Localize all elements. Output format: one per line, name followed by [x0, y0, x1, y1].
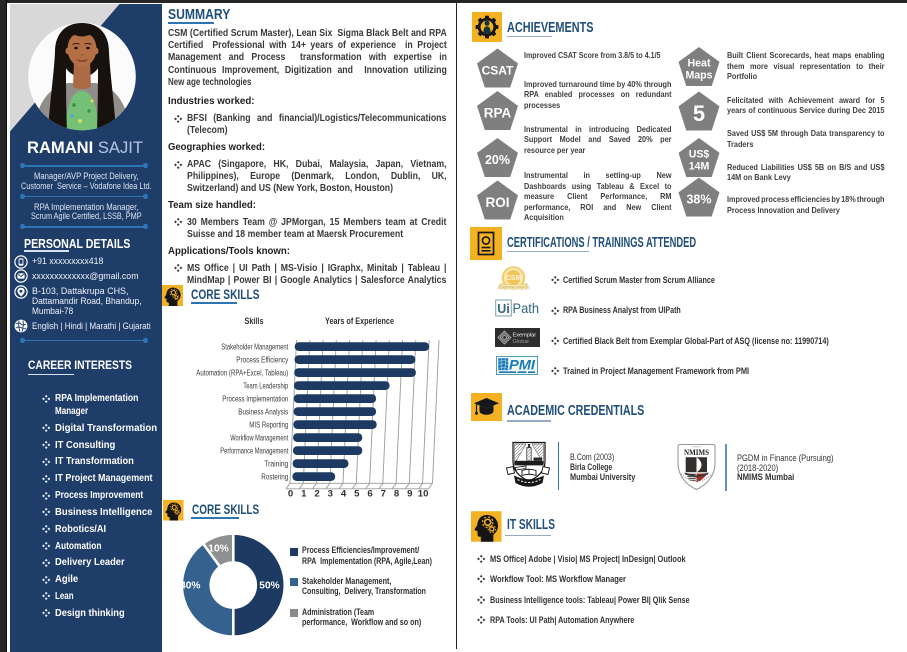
svg-text:MIS Reporting: MIS Reporting: [249, 420, 288, 430]
svg-text:7: 7: [381, 488, 386, 499]
svg-text:Stakeholder Management: Stakeholder Management: [221, 342, 288, 352]
svg-text:10: 10: [418, 488, 429, 499]
svg-text:Exemplar: Exemplar: [513, 333, 537, 339]
svg-text:Path: Path: [513, 301, 540, 316]
svg-text:Automation (RPA+Excel, Tableau: Automation (RPA+Excel, Tableau): [196, 368, 288, 378]
svg-text:38%: 38%: [686, 193, 711, 207]
svg-text:2: 2: [314, 488, 319, 499]
svg-text:9: 9: [407, 488, 412, 499]
svg-text:Team Leadership: Team Leadership: [243, 381, 288, 391]
svg-text:Workflow Management: Workflow Management: [230, 433, 288, 443]
svg-text:CSAT: CSAT: [482, 63, 514, 77]
svg-text:Process Implementation: Process Implementation: [222, 394, 288, 404]
svg-text:Business Analysis: Business Analysis: [238, 407, 288, 417]
svg-text:14M: 14M: [689, 160, 710, 172]
svg-text:5: 5: [354, 488, 360, 499]
svg-text:20%: 20%: [485, 153, 510, 167]
svg-text:RPA: RPA: [484, 105, 512, 120]
svg-text:Heat: Heat: [688, 57, 711, 69]
svg-text:CSM: CSM: [506, 275, 522, 282]
svg-text:3: 3: [328, 488, 333, 499]
svg-text:SVKM'S: SVKM'S: [692, 446, 701, 449]
svg-text:1: 1: [301, 488, 307, 499]
svg-text:50%: 50%: [259, 581, 279, 592]
svg-text:CERTIFIED SCRUM: CERTIFIED SCRUM: [502, 285, 526, 289]
svg-text:NMIMS: NMIMS: [684, 448, 709, 457]
svg-text:10%: 10%: [208, 543, 228, 554]
svg-text:8: 8: [394, 488, 400, 499]
svg-text:6: 6: [367, 488, 372, 499]
svg-text:Global: Global: [513, 339, 529, 345]
svg-text:Years of Experience: Years of Experience: [325, 316, 394, 326]
svg-text:Rostering: Rostering: [261, 472, 288, 482]
svg-text:5: 5: [693, 101, 705, 126]
svg-text:Training: Training: [264, 459, 288, 469]
svg-text:0: 0: [288, 488, 293, 499]
svg-text:US$: US$: [689, 148, 710, 160]
svg-text:40%: 40%: [180, 581, 200, 592]
svg-text:PMI: PMI: [509, 356, 536, 372]
svg-text:Performance Management: Performance Management: [220, 446, 288, 456]
svg-text:4: 4: [341, 488, 347, 499]
svg-text:Skills: Skills: [245, 316, 264, 326]
svg-text:ROI: ROI: [485, 195, 509, 210]
svg-text:Process Efficiency: Process Efficiency: [236, 355, 289, 365]
svg-text:Ui: Ui: [497, 301, 510, 316]
svg-text:Maps: Maps: [685, 69, 712, 81]
